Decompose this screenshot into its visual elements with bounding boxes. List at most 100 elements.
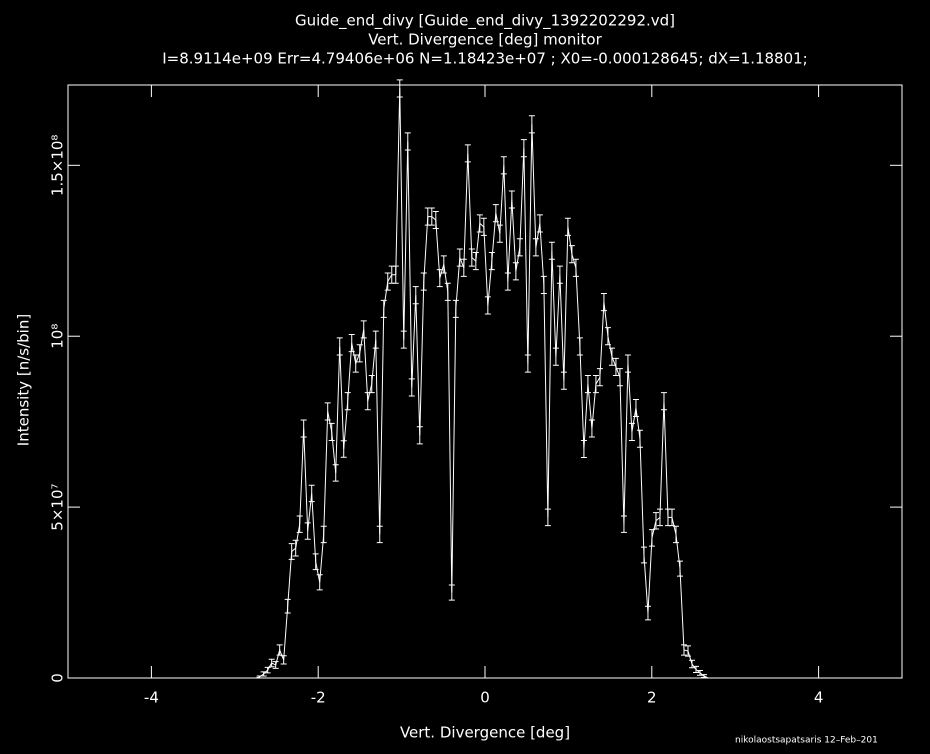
footer: nikolaostsapatsaris 12–Feb–201	[735, 736, 878, 746]
error-bar	[296, 515, 303, 533]
error-bar	[276, 644, 283, 656]
error-bar	[464, 144, 471, 163]
error-bar	[436, 269, 443, 288]
x-tick-label: 2	[647, 689, 657, 707]
error-bar	[272, 661, 279, 669]
error-bar	[532, 238, 539, 257]
error-bar	[440, 255, 447, 274]
error-bar	[428, 207, 435, 226]
data-line	[255, 88, 709, 679]
y-tick-label: 1.5×10⁸	[49, 135, 67, 197]
error-bar	[468, 248, 475, 267]
stats-line: I=8.9114e+09 Err=4.79406e+06 N=1.18423e+…	[162, 50, 808, 68]
error-bar	[420, 272, 427, 291]
error-bar	[392, 265, 399, 284]
error-bar	[432, 210, 439, 230]
error-bar	[332, 464, 339, 482]
error-bar	[412, 286, 419, 305]
x-tick-label: 0	[480, 689, 490, 707]
error-bar	[544, 508, 551, 527]
error-bar	[340, 440, 347, 458]
error-bar	[616, 368, 623, 387]
error-bar	[684, 645, 691, 657]
error-bar	[308, 484, 315, 503]
error-bar	[368, 375, 375, 394]
error-bar	[520, 139, 527, 158]
error-bar	[701, 674, 708, 678]
chart-title: Guide_end_divy [Guide_end_divy_139220229…	[295, 12, 675, 31]
error-bar	[448, 584, 455, 601]
error-bar	[500, 156, 507, 175]
error-bar	[644, 605, 651, 621]
error-bar	[492, 204, 499, 223]
error-bar	[697, 669, 704, 676]
error-bar	[656, 508, 663, 527]
error-bar	[620, 515, 627, 533]
error-bar	[516, 238, 523, 257]
error-bar	[260, 671, 267, 677]
error-bar	[524, 354, 531, 373]
error-bar	[360, 320, 367, 339]
error-bar	[384, 272, 391, 291]
y-tick-label: 5×10⁷	[49, 483, 67, 530]
error-bar	[672, 525, 679, 544]
error-bar	[528, 115, 535, 134]
error-bar	[596, 368, 603, 387]
error-bar	[552, 347, 559, 366]
error-bar	[688, 659, 695, 669]
error-bar	[488, 251, 495, 271]
error-bar	[636, 429, 643, 448]
error-bar	[680, 644, 687, 656]
error-bar	[280, 655, 287, 665]
error-bar	[572, 258, 579, 277]
error-bar	[304, 522, 311, 540]
error-bar	[628, 422, 635, 441]
error-bar	[408, 378, 415, 397]
error-bar	[584, 375, 591, 394]
error-bar	[372, 330, 379, 349]
error-bar	[600, 292, 607, 312]
error-bar	[632, 398, 639, 418]
error-bar	[676, 560, 683, 577]
error-bar	[564, 217, 571, 236]
error-bar	[284, 598, 291, 614]
error-bar	[400, 330, 407, 349]
x-tick-label: -2	[311, 689, 326, 707]
error-bar	[504, 272, 511, 291]
error-bar	[352, 354, 359, 373]
error-bar	[592, 375, 599, 394]
error-bar	[344, 392, 351, 411]
error-bar	[416, 426, 423, 445]
error-bar	[316, 574, 323, 591]
error-bar	[624, 354, 631, 373]
error-bar	[268, 658, 275, 668]
error-bar	[693, 665, 700, 674]
error-bar	[648, 529, 655, 547]
error-bar	[380, 299, 387, 318]
error-bar	[580, 439, 587, 459]
x-tick-label: 4	[814, 689, 824, 707]
error-bar	[356, 344, 363, 363]
error-bar	[604, 327, 611, 346]
error-bar	[576, 337, 583, 356]
error-bar	[608, 347, 615, 366]
error-bar	[264, 666, 271, 674]
error-bar	[404, 132, 411, 151]
error-bar	[476, 214, 483, 233]
error-bar	[568, 245, 575, 264]
y-axis-label: Intensity [n/s/bin]	[15, 314, 33, 446]
error-bar	[300, 419, 307, 438]
error-bar	[560, 371, 567, 390]
error-bar	[292, 539, 299, 557]
error-bar	[376, 525, 383, 544]
error-bar	[508, 190, 515, 209]
error-bar	[540, 275, 547, 294]
error-bar	[456, 248, 463, 267]
error-bar	[460, 258, 467, 277]
error-bar	[668, 508, 675, 527]
error-bar	[312, 553, 319, 571]
error-bar	[288, 543, 295, 560]
error-bar	[512, 262, 519, 281]
